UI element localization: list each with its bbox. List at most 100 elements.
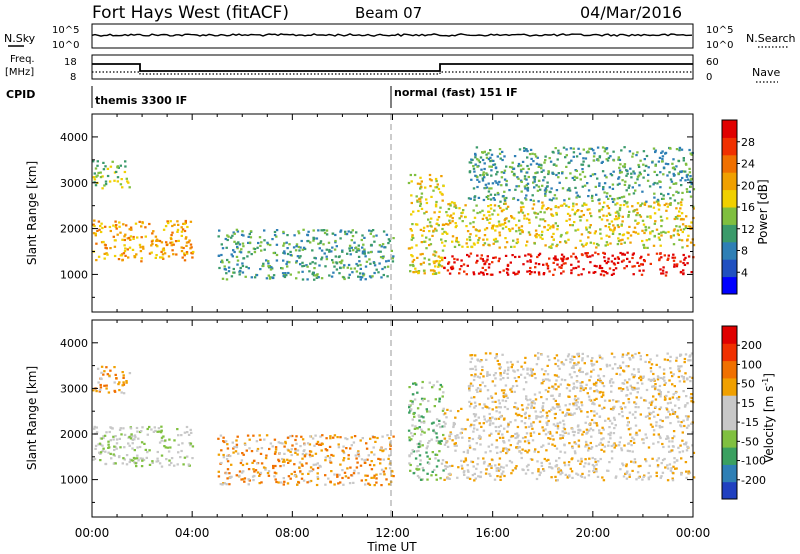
echo-cell <box>416 223 419 226</box>
echo-cell <box>282 483 285 486</box>
echo-cell <box>685 175 689 178</box>
echo-cell <box>481 158 485 162</box>
echo-cell <box>492 242 495 245</box>
echo-cell <box>107 446 110 449</box>
echo-cell <box>590 370 593 373</box>
echo-cell <box>519 440 522 443</box>
echo-cell <box>454 226 457 229</box>
echo-cell <box>243 480 246 483</box>
echo-cell <box>671 375 674 378</box>
echo-cell <box>536 156 539 159</box>
echo-cell <box>627 401 631 404</box>
echo-cell <box>188 239 191 242</box>
echo-cell <box>651 400 654 403</box>
echo-cell <box>238 474 241 477</box>
echo-cell <box>690 271 693 274</box>
echo-cell <box>513 174 516 177</box>
echo-cell <box>653 222 656 225</box>
echo-cell <box>568 442 571 445</box>
echo-cell <box>582 388 585 392</box>
echo-cell <box>269 442 273 445</box>
echo-cell <box>300 477 304 480</box>
echo-cell <box>565 154 568 157</box>
echo-cell <box>418 197 421 200</box>
echo-cell <box>675 148 679 151</box>
echo-cell <box>347 454 350 457</box>
echo-cell <box>253 251 257 254</box>
echo-cell <box>580 460 583 463</box>
echo-cell <box>222 436 225 439</box>
echo-cell <box>559 450 562 453</box>
echo-cell <box>603 191 606 194</box>
echo-cell <box>501 353 504 356</box>
echo-cell <box>126 180 129 183</box>
colorbar-swatch <box>722 360 737 379</box>
echo-cell <box>525 407 529 410</box>
echo-cell <box>520 170 523 173</box>
echo-cell <box>441 232 444 235</box>
echo-cell <box>381 435 384 438</box>
echo-cell <box>272 466 275 470</box>
echo-cell <box>471 474 475 477</box>
echo-cell <box>482 422 485 425</box>
echo-cell <box>619 366 622 369</box>
echo-cell <box>496 475 499 478</box>
echo-cell <box>126 248 129 251</box>
echo-cell <box>102 435 105 438</box>
echo-cell <box>584 445 587 448</box>
echo-cell <box>506 396 509 399</box>
echo-cell <box>654 220 657 223</box>
echo-cell <box>113 381 116 384</box>
echo-cell <box>448 437 451 440</box>
y-tick-label: 1000 <box>60 474 88 487</box>
echo-cell <box>287 475 291 478</box>
echo-cell <box>520 404 524 407</box>
echo-cell <box>104 225 107 228</box>
echo-cell <box>590 446 594 449</box>
echo-cell <box>369 437 372 440</box>
echo-cell <box>559 235 563 238</box>
echo-cell <box>447 261 451 264</box>
echo-cell <box>283 452 286 455</box>
echo-cell <box>541 415 544 418</box>
echo-cell <box>611 367 614 370</box>
echo-cell <box>503 369 507 372</box>
echo-cell <box>439 426 442 429</box>
echo-cell <box>306 278 309 281</box>
echo-cell <box>426 455 429 458</box>
echo-cell <box>392 237 395 240</box>
echo-cell <box>606 272 609 275</box>
echo-cell <box>487 190 491 193</box>
echo-cell <box>416 443 419 446</box>
echo-cell <box>473 243 476 246</box>
echo-cell <box>520 420 523 423</box>
echo-cell <box>641 190 644 193</box>
colorbar-swatch <box>722 343 737 362</box>
echo-cell <box>326 455 330 458</box>
echo-cell <box>528 414 531 417</box>
echo-cell <box>506 273 510 276</box>
echo-cell <box>409 399 412 403</box>
echo-cell <box>542 273 545 276</box>
echo-cell <box>275 229 279 232</box>
echo-cell <box>247 478 250 481</box>
echo-cell <box>483 262 487 265</box>
echo-cell <box>647 476 650 479</box>
echo-cell <box>325 229 329 232</box>
echo-cell <box>549 160 553 163</box>
echo-cell <box>501 227 505 230</box>
echo-cell <box>531 472 534 475</box>
echo-region <box>407 380 445 481</box>
echo-cell <box>676 232 680 235</box>
echo-cell <box>545 421 548 425</box>
echo-cell <box>593 152 596 155</box>
echo-cell <box>541 205 544 208</box>
echo-cell <box>611 183 615 186</box>
echo-cell <box>457 410 460 413</box>
echo-cell <box>545 185 549 188</box>
echo-cell <box>622 402 625 405</box>
echo-cell <box>472 448 476 451</box>
echo-cell <box>470 245 474 249</box>
echo-cell <box>416 468 419 471</box>
echo-cell <box>316 472 319 475</box>
